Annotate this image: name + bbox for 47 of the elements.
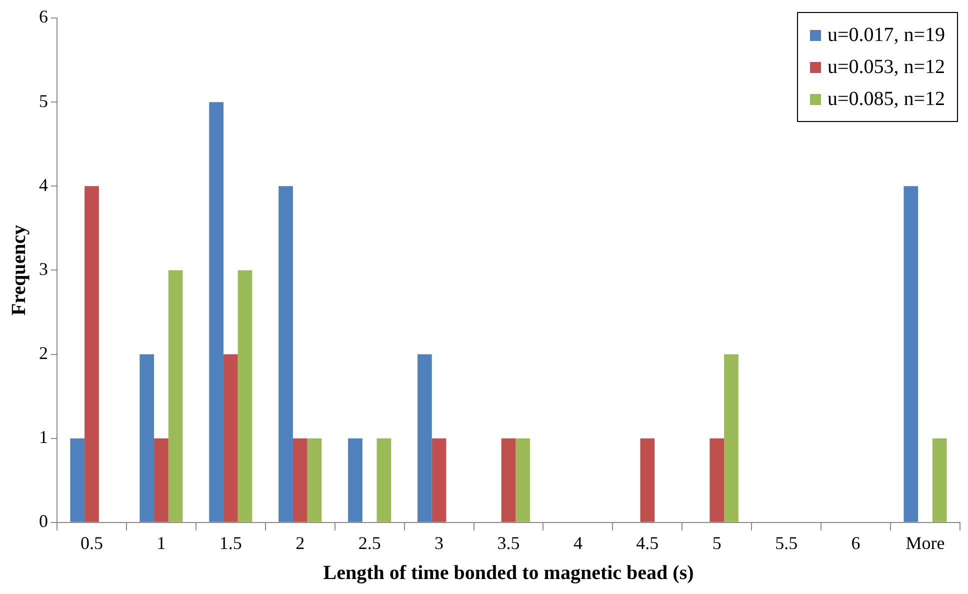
y-tick-label: 5 (39, 90, 48, 111)
bar (418, 354, 432, 522)
bar (516, 438, 530, 522)
bar (640, 438, 655, 522)
x-tick-label: 1.5 (219, 532, 242, 553)
bar (432, 438, 446, 522)
legend-label: u=0.017, n=19 (827, 24, 945, 46)
bar (140, 354, 154, 522)
x-tick-label: 4 (573, 532, 582, 553)
x-tick-label: 6 (851, 532, 860, 553)
bar (154, 438, 168, 522)
bar (70, 438, 85, 522)
y-tick-label: 0 (39, 511, 48, 532)
y-tick-label: 6 (39, 6, 48, 27)
bar (376, 438, 392, 522)
bar (307, 438, 322, 522)
bar (932, 438, 947, 522)
y-tick-label: 1 (39, 427, 48, 448)
bar (724, 354, 738, 522)
bar (168, 270, 183, 522)
bar (238, 270, 252, 522)
bar (84, 186, 99, 522)
x-tick-label: 2.5 (358, 532, 381, 553)
x-axis-title: Length of time bonded to magnetic bead (s) (323, 562, 694, 584)
bar (278, 186, 293, 522)
x-tick-label: 0.5 (80, 532, 103, 553)
bar (223, 354, 238, 522)
x-tick-label: 1 (156, 532, 166, 553)
x-tick-label: More (906, 532, 945, 553)
bar (710, 438, 724, 522)
bar (292, 438, 308, 522)
x-tick-label: 4.5 (636, 532, 659, 553)
y-tick-label: 2 (39, 343, 48, 363)
y-tick-label: 4 (39, 174, 48, 195)
x-tick-label: 3 (434, 532, 444, 553)
bar (501, 438, 516, 522)
x-tick-label: 5.5 (775, 532, 798, 553)
bar (348, 438, 362, 522)
x-tick-label: 2 (296, 532, 305, 553)
y-tick-label: 3 (39, 258, 48, 279)
legend-label: u=0.053, n=12 (827, 56, 945, 78)
legend-label: u=0.085, n=12 (827, 88, 945, 110)
x-tick-label: 3.5 (497, 532, 520, 553)
x-tick-label: 5 (712, 532, 722, 553)
bar (904, 186, 918, 522)
y-axis-title: Frequency (8, 224, 30, 316)
bar (209, 102, 224, 522)
